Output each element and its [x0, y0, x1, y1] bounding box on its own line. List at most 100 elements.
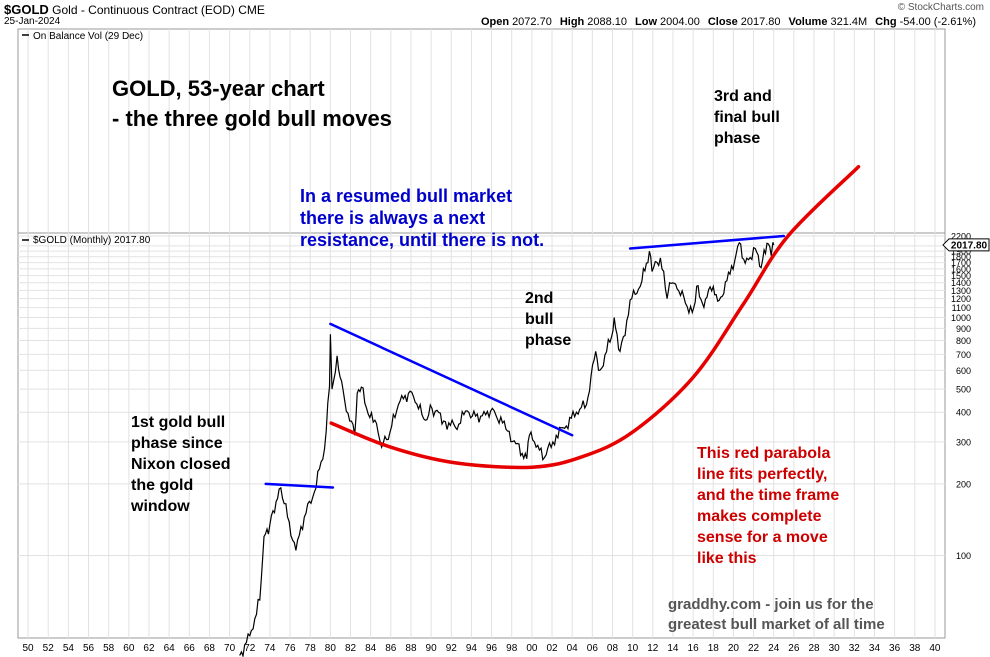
last-price-tag-box: [942, 238, 990, 252]
y-tick-label: 1100: [952, 303, 971, 313]
annotation-third-phase: final bull: [714, 109, 780, 126]
annotation-parabola-note: This red parabola: [697, 445, 830, 462]
last-price-tag: 2017.80: [951, 240, 988, 251]
y-tick-label: 1000: [951, 313, 971, 323]
x-tick-label: 86: [385, 643, 397, 654]
x-tick-label: 08: [607, 643, 619, 654]
annotation-parabola-note: line fits perfectly,: [697, 466, 827, 483]
x-tick-label: 74: [264, 643, 276, 654]
annotation-resistance: In a resumed bull market: [300, 186, 512, 206]
annotation-second-phase: phase: [525, 332, 571, 349]
ohlc-key: Close: [707, 16, 738, 28]
x-tick-label: 36: [889, 643, 901, 654]
x-tick-label: 70: [224, 643, 236, 654]
x-tick-label: 54: [63, 643, 75, 654]
ohlc-key: High: [559, 16, 585, 28]
chart-header-ticker: $GOLD Gold - Continuous Contract (EOD) C…: [4, 2, 265, 17]
annotation-first-phase: the gold: [131, 477, 193, 494]
x-tick-label: 72: [244, 643, 256, 654]
x-tick-label: 24: [768, 643, 780, 654]
x-tick-label: 32: [849, 643, 861, 654]
x-tick-label: 20: [728, 643, 740, 654]
x-tick-label: 96: [486, 643, 498, 654]
blue-resistance-trendline: [329, 322, 574, 437]
x-tick-label: 04: [567, 643, 579, 654]
footer-credit: graddhy.com - join us for the: [668, 596, 874, 613]
annotation-first-phase: window: [130, 498, 190, 515]
y-tick-label: 400: [956, 408, 971, 418]
x-tick-label: 82: [345, 643, 357, 654]
x-tick-label: 60: [123, 643, 135, 654]
x-tick-label: 18: [708, 643, 720, 654]
y-tick-label: 500: [956, 385, 971, 395]
x-tick-label: 12: [647, 643, 659, 654]
ohlc-summary: Open 2072.70 High 2088.10 Low 2004.00 Close 201…: [481, 16, 984, 28]
annotation-first-phase: phase since: [131, 435, 223, 452]
price-panel-label: $GOLD (Monthly) 2017.80: [33, 235, 151, 246]
y-tick-label: 700: [956, 350, 971, 360]
x-tick-label: 56: [83, 643, 95, 654]
chart-title: GOLD, 53-year chart: [112, 76, 325, 101]
ohlc-value: 321.4M: [830, 16, 868, 28]
x-tick-label: 26: [788, 643, 800, 654]
x-tick-label: 58: [103, 643, 115, 654]
x-tick-label: 90: [426, 643, 438, 654]
obv-panel-label: On Balance Vol (29 Dec): [33, 31, 143, 42]
x-tick-label: 00: [526, 643, 538, 654]
annotation-resistance: there is always a next: [300, 208, 485, 228]
ohlc-key: Low: [635, 16, 658, 28]
annotation-resistance: resistance, until there is not.: [300, 230, 544, 250]
x-tick-label: 80: [325, 643, 337, 654]
annotation-parabola-note: like this: [697, 550, 757, 567]
x-tick-label: 52: [43, 643, 55, 654]
x-tick-label: 62: [143, 643, 155, 654]
plot-frame: [17, 28, 946, 639]
x-tick-label: 68: [204, 643, 216, 654]
ohlc-key: Chg: [875, 16, 897, 28]
x-tick-label: 40: [929, 643, 941, 654]
y-tick-label: 100: [956, 551, 971, 561]
annotation-parabola-note: sense for a move: [697, 529, 828, 546]
y-tick-label: 2200: [951, 232, 971, 242]
x-tick-label: 94: [466, 643, 478, 654]
ticker-description: Gold - Continuous Contract (EOD): [52, 3, 235, 17]
x-tick-label: 28: [808, 643, 820, 654]
ohlc-value: 2088.10: [587, 16, 628, 28]
x-tick-label: 06: [587, 643, 599, 654]
x-tick-label: 22: [748, 643, 760, 654]
blue-resistance-trendline: [628, 234, 786, 250]
y-tick-label: 1300: [951, 286, 971, 296]
ticker-exchange: CME: [238, 3, 265, 17]
y-tick-label: 800: [956, 336, 971, 346]
x-tick-label: 98: [506, 643, 518, 654]
x-tick-label: 88: [405, 643, 417, 654]
ohlc-value: 2017.80: [740, 16, 781, 28]
y-tick-label: 1700: [951, 258, 971, 268]
ohlc-value: 2072.70: [512, 16, 552, 28]
y-tick-label: 1900: [951, 247, 971, 257]
annotation-third-phase: phase: [714, 130, 760, 147]
copyright-notice: © StockCharts.com: [897, 2, 984, 13]
annotation-second-phase: 2nd: [525, 290, 553, 307]
x-tick-label: 16: [688, 643, 700, 654]
ohlc-key: Volume: [788, 16, 828, 28]
chart-title: - the three gold bull moves: [112, 106, 392, 131]
y-tick-label: 1600: [951, 264, 971, 274]
x-tick-label: 38: [909, 643, 921, 654]
y-tick-label: 900: [956, 324, 971, 334]
annotation-first-phase: Nixon closed: [131, 456, 231, 473]
x-tick-label: 10: [627, 643, 639, 654]
ticker-symbol: $GOLD: [4, 2, 49, 17]
annotation-parabola-note: and the time frame: [697, 487, 839, 504]
x-tick-label: 30: [829, 643, 841, 654]
y-tick-label: 1400: [951, 278, 971, 288]
x-tick-label: 78: [305, 643, 317, 654]
chart-date: 25-Jan-2024: [4, 16, 61, 27]
x-tick-label: 64: [164, 643, 176, 654]
y-tick-label: 600: [956, 366, 971, 376]
x-tick-label: 02: [546, 643, 558, 654]
x-tick-label: 50: [23, 643, 35, 654]
x-tick-label: 66: [184, 643, 196, 654]
y-tick-label: 1200: [951, 294, 971, 304]
x-tick-label: 92: [446, 643, 458, 654]
